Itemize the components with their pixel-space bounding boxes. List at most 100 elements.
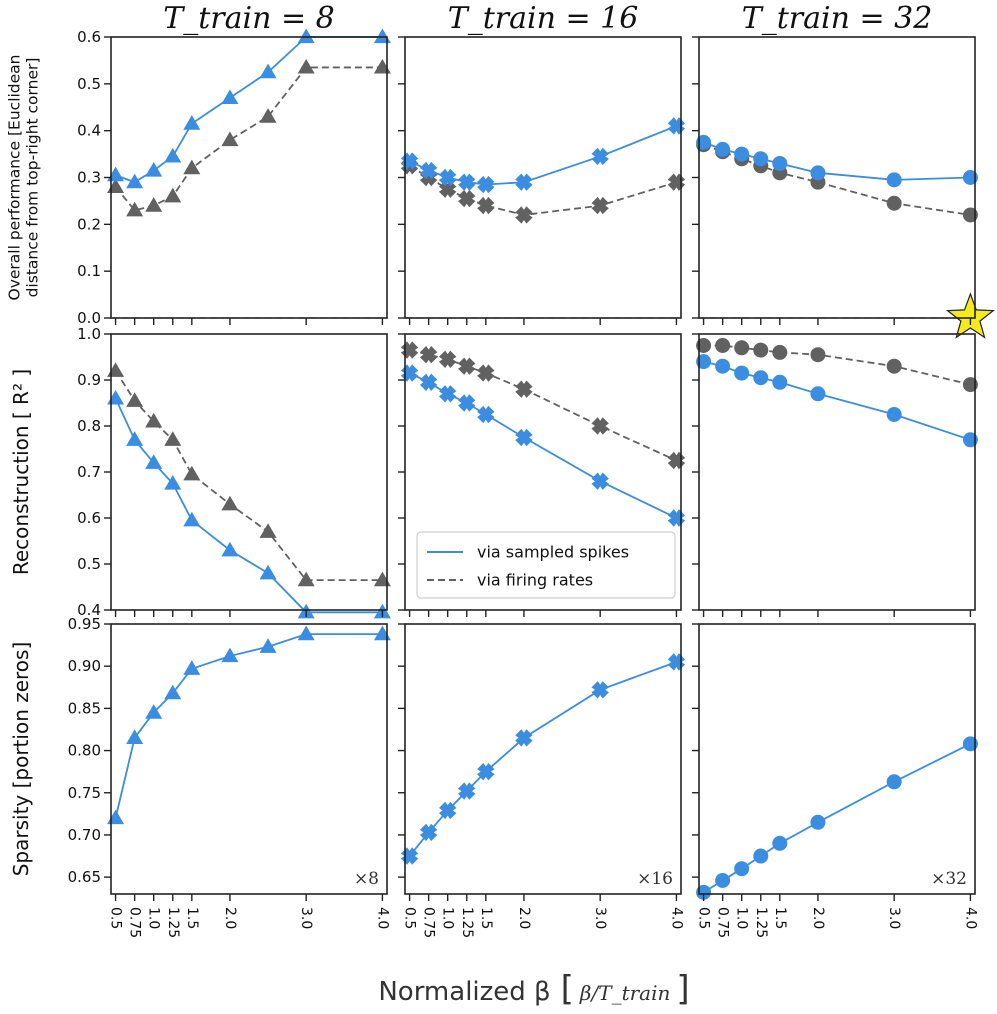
rates-point — [515, 206, 533, 224]
x-axis-bracket-open: [ — [561, 969, 574, 1009]
spikes-point — [734, 365, 750, 381]
spikes-point — [810, 386, 826, 402]
spikes-point — [145, 161, 163, 177]
legend-label: via firing rates — [477, 571, 593, 590]
panel-r2-c2: 0.5 0.75 1.0 1.25 1.5 2.0 3.0 4.0 ×32 — [692, 623, 978, 938]
x-tick-label: 0.5 — [696, 907, 712, 929]
legend-box — [416, 531, 676, 599]
y-tick-label: 0.6 — [77, 509, 101, 527]
x-tick-label: 0.75 — [421, 907, 437, 938]
spikes-point — [734, 861, 750, 877]
spikes-point — [373, 28, 391, 44]
spikes-point — [183, 660, 201, 675]
spikes-point — [810, 165, 826, 181]
panel-r2-c0: 0.5 0.75 1.0 1.25 1.5 2.0 3.0 4.00.650.700.750.… — [9, 615, 391, 938]
rates-point — [221, 131, 239, 147]
rates-point — [477, 196, 495, 215]
spikes-point — [259, 564, 277, 580]
spikes-point — [772, 155, 788, 171]
x-tick-label: 1.25 — [165, 907, 181, 938]
spikes-point — [962, 432, 978, 448]
rates-point — [886, 195, 902, 211]
y-axis-label-line2: distance from top-right corner] — [23, 58, 41, 298]
x-tick-label: 1.0 — [734, 907, 750, 929]
rates-point — [667, 173, 686, 191]
rates-point — [145, 412, 163, 428]
spikes-line — [408, 661, 677, 857]
spikes-point — [438, 168, 457, 187]
spikes-point — [458, 782, 476, 800]
panel-r1-c1: via sampled spikes via firing rates — [398, 333, 686, 617]
rates-point — [259, 523, 277, 538]
y-tick-label: 1.0 — [77, 325, 101, 343]
rates-point — [107, 362, 125, 377]
spikes-point — [886, 774, 902, 790]
spikes-point — [667, 653, 686, 671]
spikes-point — [715, 358, 731, 374]
column-title: T_train = 8 — [163, 1, 335, 36]
spikes-point — [515, 173, 533, 191]
x-tick-label: 3.0 — [592, 907, 608, 929]
rates-line — [114, 370, 383, 581]
spikes-point — [164, 147, 182, 163]
y-tick-label: 0.0 — [77, 309, 101, 327]
x-tick-label: 2.0 — [222, 907, 238, 929]
legend: via sampled spikes via firing rates — [416, 531, 676, 599]
spikes-point — [886, 407, 902, 422]
corner-label: ×16 — [637, 869, 673, 889]
spikes-point — [696, 134, 712, 150]
spikes-point — [477, 175, 495, 194]
y-tick-label: 0.75 — [68, 784, 101, 802]
spikes-point — [591, 681, 609, 699]
spikes-point — [107, 166, 125, 182]
spikes-point — [419, 161, 438, 180]
corner-label: ×8 — [354, 869, 379, 889]
spikes-point — [515, 729, 533, 747]
y-axis-label: Sparsity [portion zeros] — [9, 642, 33, 877]
x-tick-label: 1.5 — [772, 907, 788, 929]
rates-point — [164, 431, 182, 446]
x-tick-label: 1.0 — [440, 907, 456, 929]
spikes-point — [772, 374, 788, 390]
y-tick-label: 0.5 — [77, 555, 101, 573]
y-tick-label: 0.70 — [68, 826, 101, 844]
rates-point — [419, 346, 438, 364]
spikes-point — [886, 172, 902, 188]
spikes-point — [962, 736, 978, 752]
panel-r1-c2 — [692, 333, 978, 617]
spikes-point — [400, 847, 419, 865]
spikes-point — [734, 146, 750, 162]
spikes-point — [107, 809, 125, 825]
rates-point — [373, 571, 391, 587]
y-tick-label: 0.80 — [68, 742, 101, 760]
spikes-point — [753, 151, 769, 167]
spikes-point — [221, 647, 239, 663]
x-tick-label: 1.5 — [184, 907, 200, 929]
rates-point — [667, 451, 686, 470]
spikes-point — [107, 389, 125, 405]
x-tick-label: 1.5 — [478, 907, 494, 929]
rates-point — [458, 189, 476, 208]
spikes-line — [114, 633, 383, 819]
spikes-point — [515, 428, 533, 447]
x-tick-label: 1.25 — [753, 907, 769, 938]
spikes-point — [145, 454, 163, 469]
spikes-point — [183, 511, 201, 527]
spikes-point — [126, 173, 144, 189]
x-axis-unit: β/T_train — [579, 981, 670, 1005]
spikes-point — [477, 405, 495, 424]
y-tick-label: 0.85 — [68, 699, 101, 717]
x-tick-label: 1.0 — [146, 907, 162, 929]
rates-point — [772, 344, 788, 360]
spikes-point — [221, 541, 239, 557]
y-tick-label: 0.65 — [68, 868, 101, 886]
y-tick-label: 0.8 — [77, 417, 101, 435]
x-tick-label: 1.25 — [459, 907, 475, 938]
y-tick-label: 0.7 — [77, 463, 101, 481]
rates-point — [458, 357, 476, 375]
spikes-point — [297, 28, 315, 44]
corner-label: ×32 — [931, 869, 967, 889]
spikes-point — [591, 147, 609, 166]
panel-r0-c2: T_train = 32 — [692, 1, 995, 339]
